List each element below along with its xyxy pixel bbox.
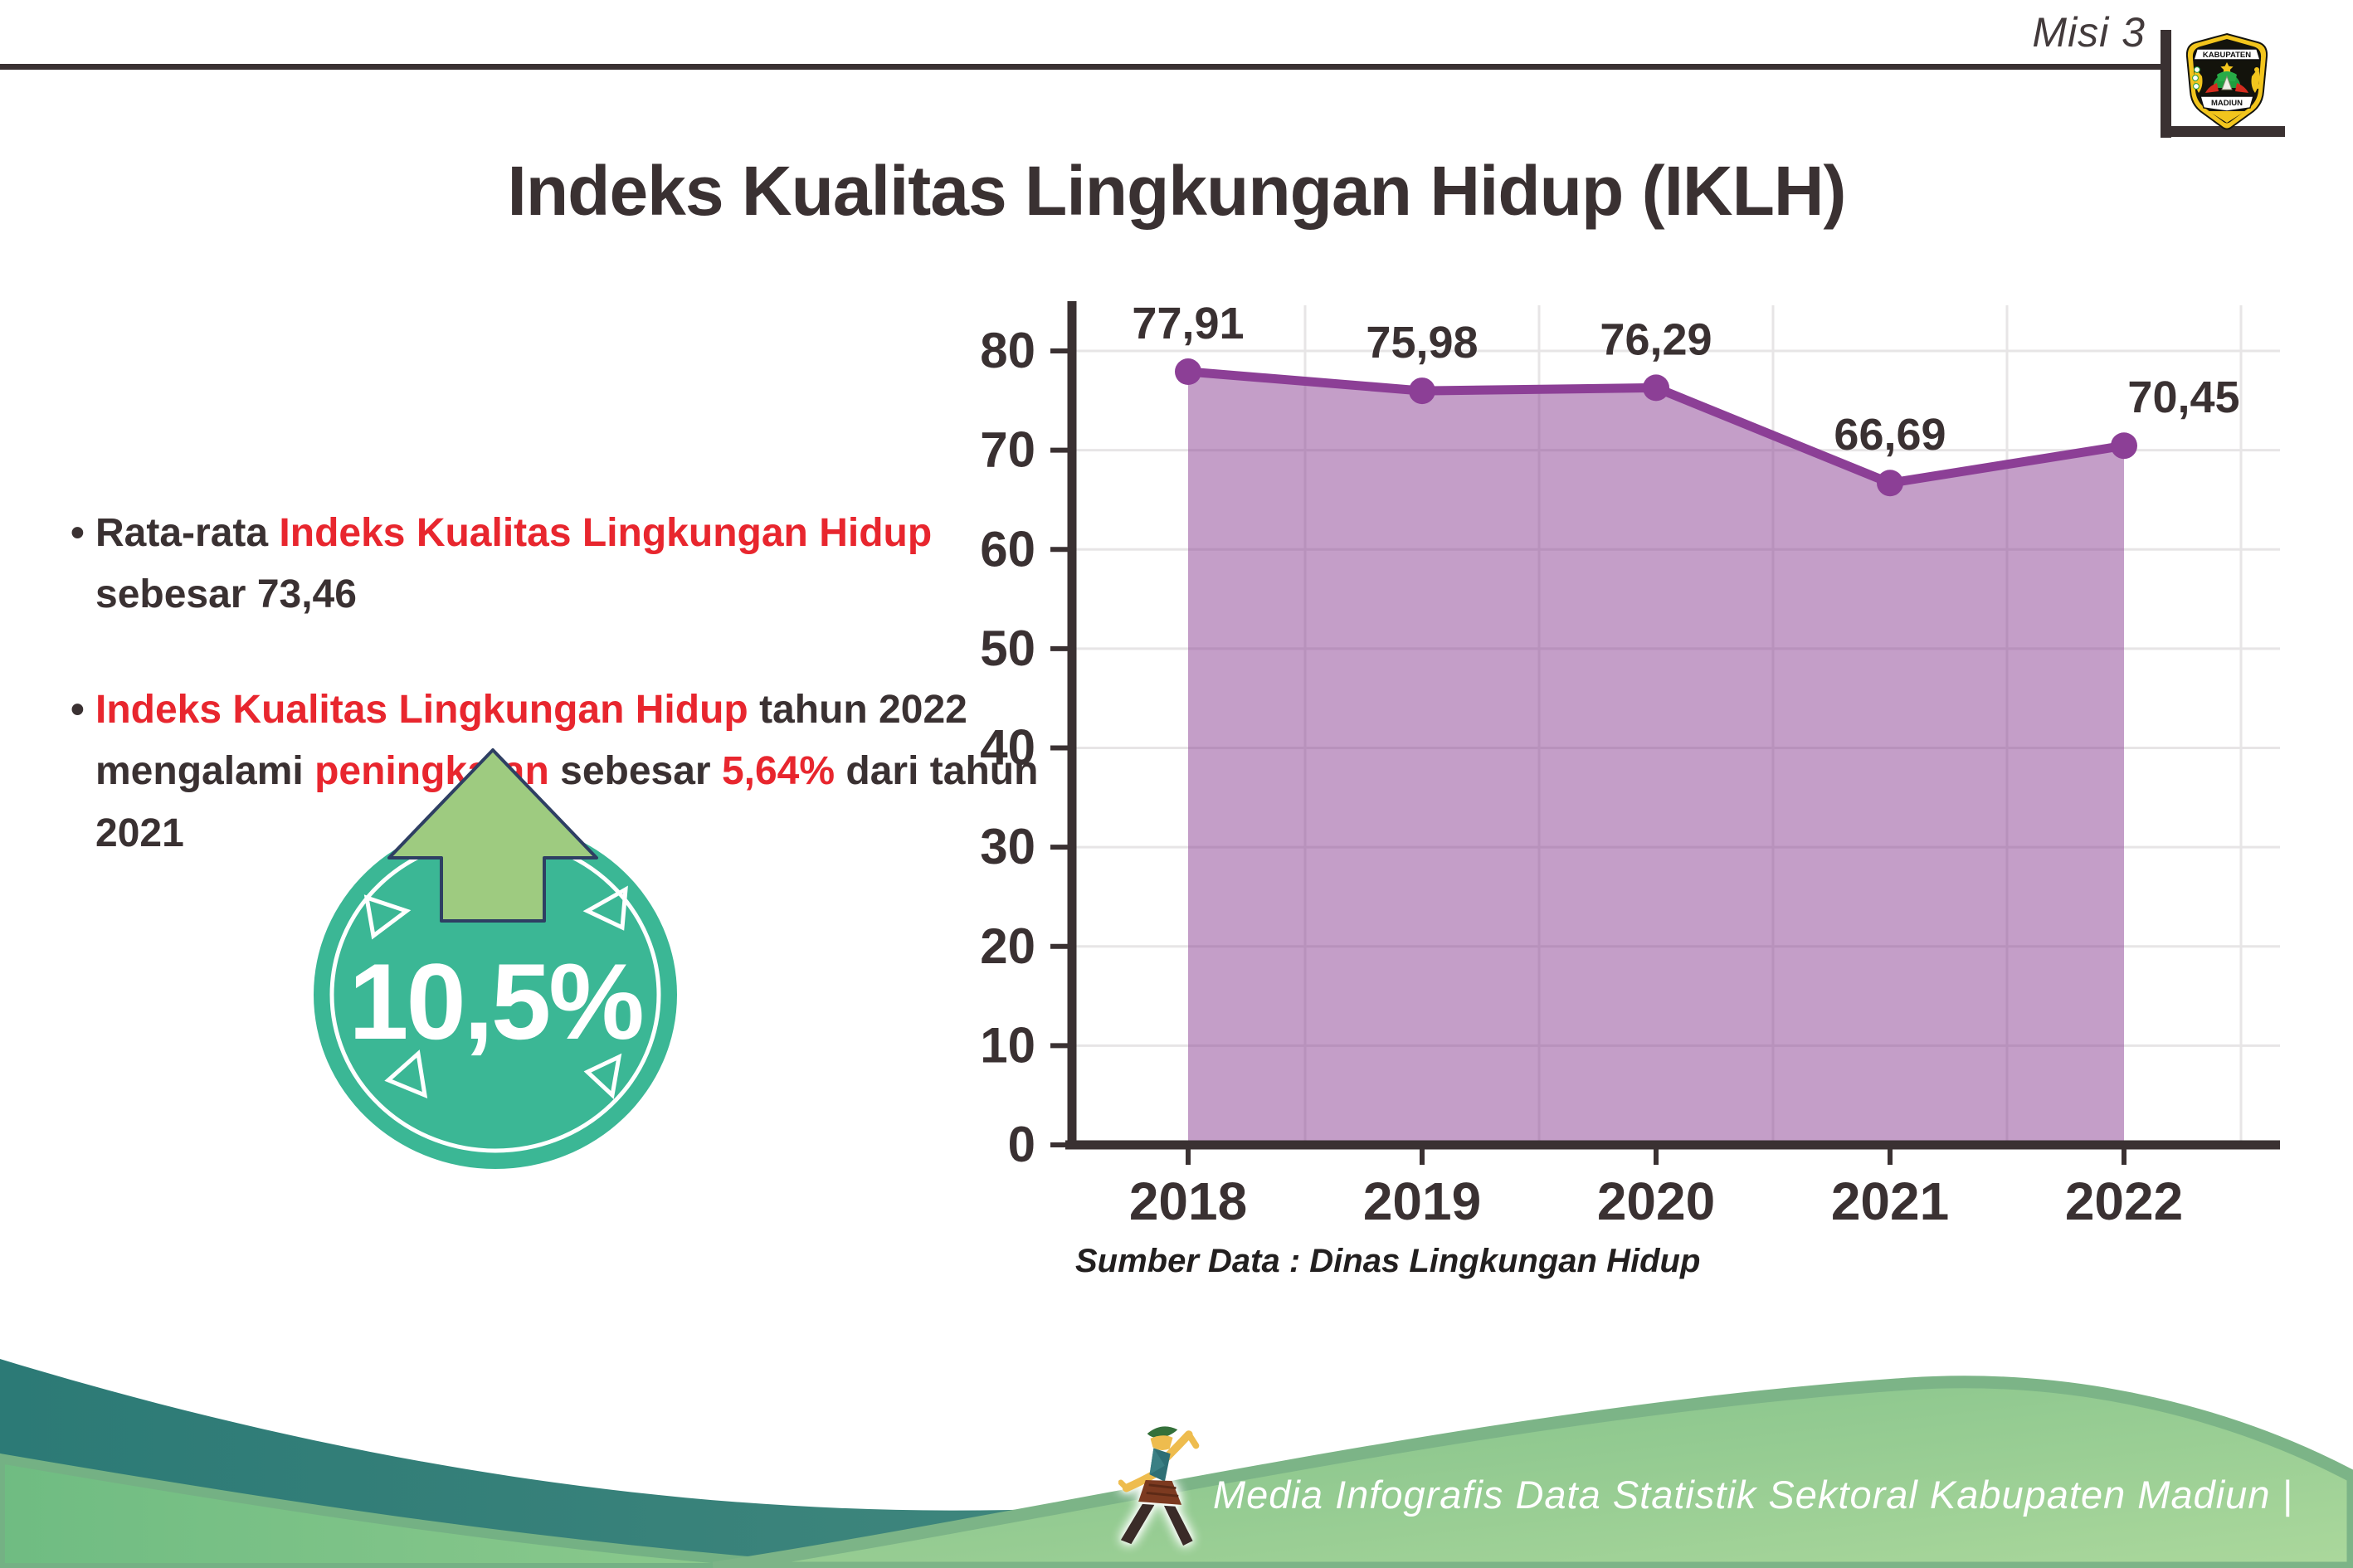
logo-top-ribbon-text: KABUPATEN [2203,51,2251,60]
mission-tag: Misi 3 [2032,9,2146,56]
svg-text:70: 70 [980,422,1035,478]
logo-frame-horizontal [2161,126,2285,137]
logo-frame-vertical [2161,30,2171,138]
svg-text:50: 50 [980,621,1035,676]
page-title: Indeks Kualitas Lingkungan Hidup (IKLH) [507,152,1846,231]
svg-text:2021: 2021 [1831,1171,1949,1231]
svg-text:0: 0 [1008,1117,1035,1172]
kabupaten-madiun-logo-icon: KABUPATEN MADIUN [2185,32,2268,130]
increase-badge-graphic [314,748,677,1169]
dancer-mascot-icon [1118,1426,1200,1546]
bullet-dot-icon: • [71,687,85,732]
svg-text:75,98: 75,98 [1366,318,1478,368]
header-rule [0,64,2167,70]
source-note: Sumber Data : Dinas Lingkungan Hidup [1075,1243,1701,1279]
bullet-item: • Indeks Kualitas Lingkungan Hidup tahun … [71,679,1066,864]
svg-text:2020: 2020 [1597,1171,1715,1231]
logo-bottom-ribbon-text: MADIUN [2211,99,2243,108]
svg-text:77,91: 77,91 [1132,299,1244,348]
increase-badge-value: 10,5% [348,941,645,1062]
svg-text:30: 30 [980,819,1035,874]
bullet-text: Rata-rata Indeks Kualitas Lingkungan Hid… [95,511,933,617]
footer-caption: Media Infografis Data Statistik Sektoral… [1213,1473,2293,1517]
bullet-dot-icon: • [71,511,85,555]
svg-text:10: 10 [980,1017,1035,1073]
summary-bullets: • Rata-rata Indeks Kualitas Lingkungan Hi… [71,503,1066,918]
svg-text:60: 60 [980,521,1035,577]
svg-text:2019: 2019 [1363,1171,1481,1231]
increase-badge: 10,5% [309,740,682,1171]
svg-text:40: 40 [980,720,1035,776]
svg-text:76,29: 76,29 [1600,314,1712,364]
up-arrow-icon [387,748,598,923]
svg-text:66,69: 66,69 [1834,410,1946,460]
svg-text:2022: 2022 [2065,1171,2183,1231]
svg-text:70,45: 70,45 [2127,373,2239,422]
svg-text:80: 80 [980,323,1035,378]
svg-text:2018: 2018 [1129,1171,1247,1231]
bullet-item: • Rata-rata Indeks Kualitas Lingkungan Hi… [71,503,1066,626]
svg-text:20: 20 [980,918,1035,974]
iklh-area-chart: 0 10 20 30 40 50 60 70 80 2018 2019 2020 2021 2022 77,… [980,299,2280,1231]
footer-wave-decoration [0,1359,2353,1568]
bullet-text: Indeks Kualitas Lingkungan Hidup tahun 2… [95,687,1039,855]
